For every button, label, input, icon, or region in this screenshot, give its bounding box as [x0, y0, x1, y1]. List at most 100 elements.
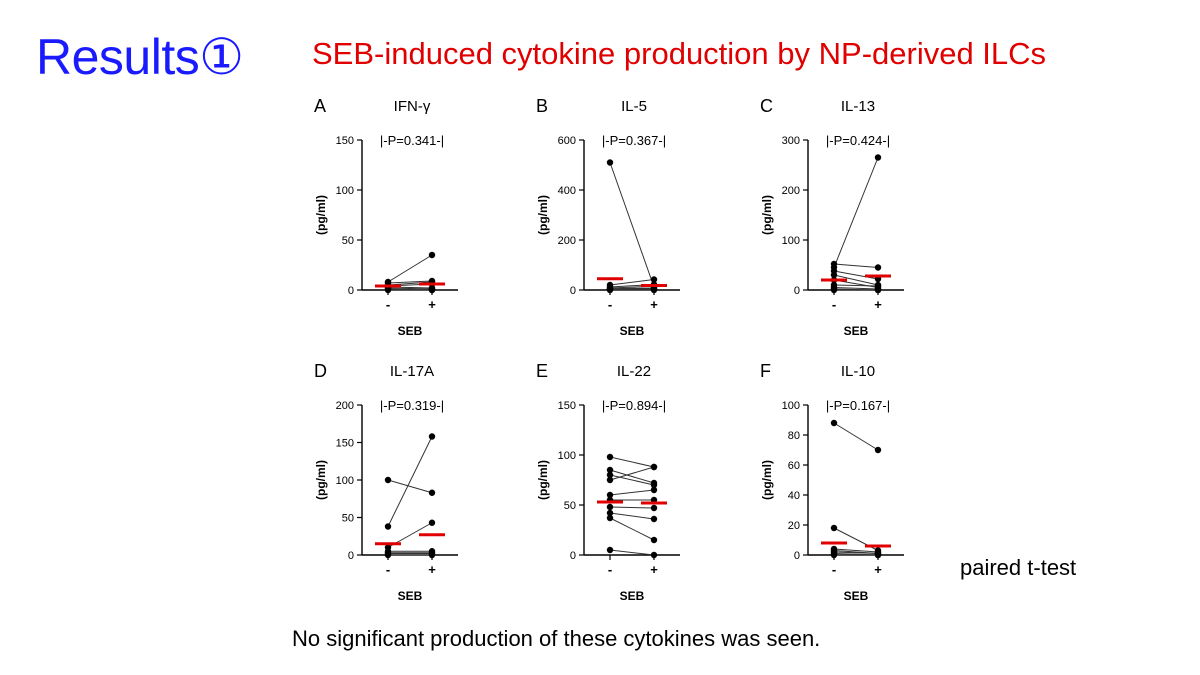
data-point-minus — [606, 286, 614, 294]
y-tick-label: 100 — [558, 450, 576, 462]
x-tick-label: - — [608, 297, 612, 312]
y-tick-label: 50 — [342, 513, 354, 525]
pair-line — [833, 284, 879, 287]
pair-line — [833, 274, 879, 286]
pair-line — [833, 270, 879, 280]
y-tick-label: 80 — [788, 430, 800, 442]
y-tick-label: 20 — [788, 520, 800, 532]
data-point-plus — [650, 504, 658, 512]
panel-letter: F — [760, 361, 771, 381]
data-point-minus — [830, 419, 838, 427]
data-point-plus — [650, 276, 658, 283]
y-axis-label: (pg/ml) — [314, 195, 328, 235]
chart-title: IL-22 — [617, 363, 651, 380]
pair-line — [609, 474, 655, 486]
y-tick-label: 600 — [558, 135, 576, 147]
x-tick-label: + — [650, 297, 658, 312]
data-point-plus — [428, 286, 436, 294]
y-tick-label: 0 — [348, 550, 354, 562]
data-point-minus — [606, 546, 614, 554]
y-tick-label: 200 — [336, 400, 354, 412]
y-axis-label: (pg/ml) — [760, 460, 774, 500]
data-point-minus — [830, 551, 838, 559]
data-point-minus — [606, 159, 614, 166]
pair-line — [609, 456, 655, 468]
x-axis-label: SEB — [620, 589, 645, 603]
pair-line — [609, 506, 655, 509]
pair-line — [609, 466, 655, 481]
x-tick-label: - — [386, 562, 390, 577]
data-point-minus — [384, 523, 392, 530]
x-tick-label: + — [874, 297, 882, 312]
data-point-minus — [606, 476, 614, 484]
statistics-note: paired t-test — [960, 555, 1077, 580]
data-point-plus — [428, 489, 436, 496]
x-axis-label: SEB — [844, 589, 869, 603]
data-point-minus — [606, 514, 614, 522]
chart-panel-c: C IL-13 |-P=0.424-| (pg/ml) 0 100 200 300 - + SEB — [760, 96, 904, 338]
y-tick-label: 150 — [558, 400, 576, 412]
pair-line — [609, 512, 655, 520]
y-tick-label: 100 — [782, 400, 800, 412]
pair-line — [833, 548, 879, 553]
pair-line — [833, 263, 879, 268]
data-point-plus — [874, 264, 882, 271]
chart-title: IFN-γ — [394, 98, 431, 115]
pair-line — [609, 279, 655, 286]
data-point-plus — [650, 536, 658, 544]
data-point-plus — [428, 519, 436, 526]
y-tick-label: 60 — [788, 460, 800, 472]
data-point-minus — [830, 286, 838, 294]
y-axis-label: (pg/ml) — [536, 460, 550, 500]
chart-panel-a: A IFN-γ |-P=0.341-| (pg/ml) 0 50 100 150 - + SEB — [314, 96, 458, 338]
data-point-minus — [830, 524, 838, 532]
data-point-plus — [874, 154, 882, 161]
pair-line — [833, 551, 879, 554]
data-point-minus — [384, 551, 392, 559]
data-point-plus — [874, 446, 882, 454]
chart-panel-e: E IL-22 |-P=0.894-| (pg/ml) 0 50 100 150 - + SEB — [536, 361, 680, 603]
data-point-minus — [606, 471, 614, 479]
y-tick-label: 100 — [336, 475, 354, 487]
data-point-minus — [606, 453, 614, 461]
pair-line — [609, 549, 655, 556]
data-point-plus — [650, 486, 658, 494]
panel-letter: D — [314, 361, 327, 381]
data-point-plus — [650, 515, 658, 523]
pair-line — [609, 162, 655, 288]
x-axis-label: SEB — [620, 324, 645, 338]
y-tick-label: 300 — [782, 135, 800, 147]
pair-line — [833, 422, 879, 451]
y-tick-label: 400 — [558, 185, 576, 197]
pair-line — [387, 436, 433, 527]
y-tick-label: 0 — [570, 550, 576, 562]
x-axis-label: SEB — [398, 589, 423, 603]
y-tick-label: 100 — [782, 235, 800, 247]
p-value-annotation: |-P=0.367-| — [602, 133, 666, 148]
p-value-annotation: |-P=0.167-| — [826, 398, 890, 413]
data-point-minus — [384, 286, 392, 294]
pair-line — [609, 489, 655, 496]
x-axis-label: SEB — [398, 324, 423, 338]
pair-line — [833, 287, 879, 290]
x-tick-label: + — [874, 562, 882, 577]
p-value-annotation: |-P=0.319-| — [380, 398, 444, 413]
pair-line — [387, 280, 433, 284]
x-tick-label: - — [832, 562, 836, 577]
chart-panel-f: F IL-10 |-P=0.167-| (pg/ml) 0 20 40 60 80 100 - + SE… — [760, 361, 904, 603]
data-point-plus — [650, 463, 658, 471]
pair-line — [387, 287, 433, 290]
y-tick-label: 50 — [564, 500, 576, 512]
x-tick-label: - — [832, 297, 836, 312]
chart-panel-b: B IL-5 |-P=0.367-| (pg/ml) 0 200 400 600 - + SEB — [536, 96, 680, 338]
panel-letter: E — [536, 361, 548, 381]
x-tick-label: + — [428, 562, 436, 577]
pair-line — [387, 479, 433, 494]
panel-letter: A — [314, 96, 326, 116]
data-point-minus — [830, 271, 838, 279]
pair-line — [609, 517, 655, 541]
pair-line — [387, 254, 433, 283]
p-value-annotation: |-P=0.424-| — [826, 133, 890, 148]
data-point-plus — [650, 551, 658, 559]
slide-subheading: SEB-induced cytokine production by NP-de… — [312, 36, 1047, 71]
